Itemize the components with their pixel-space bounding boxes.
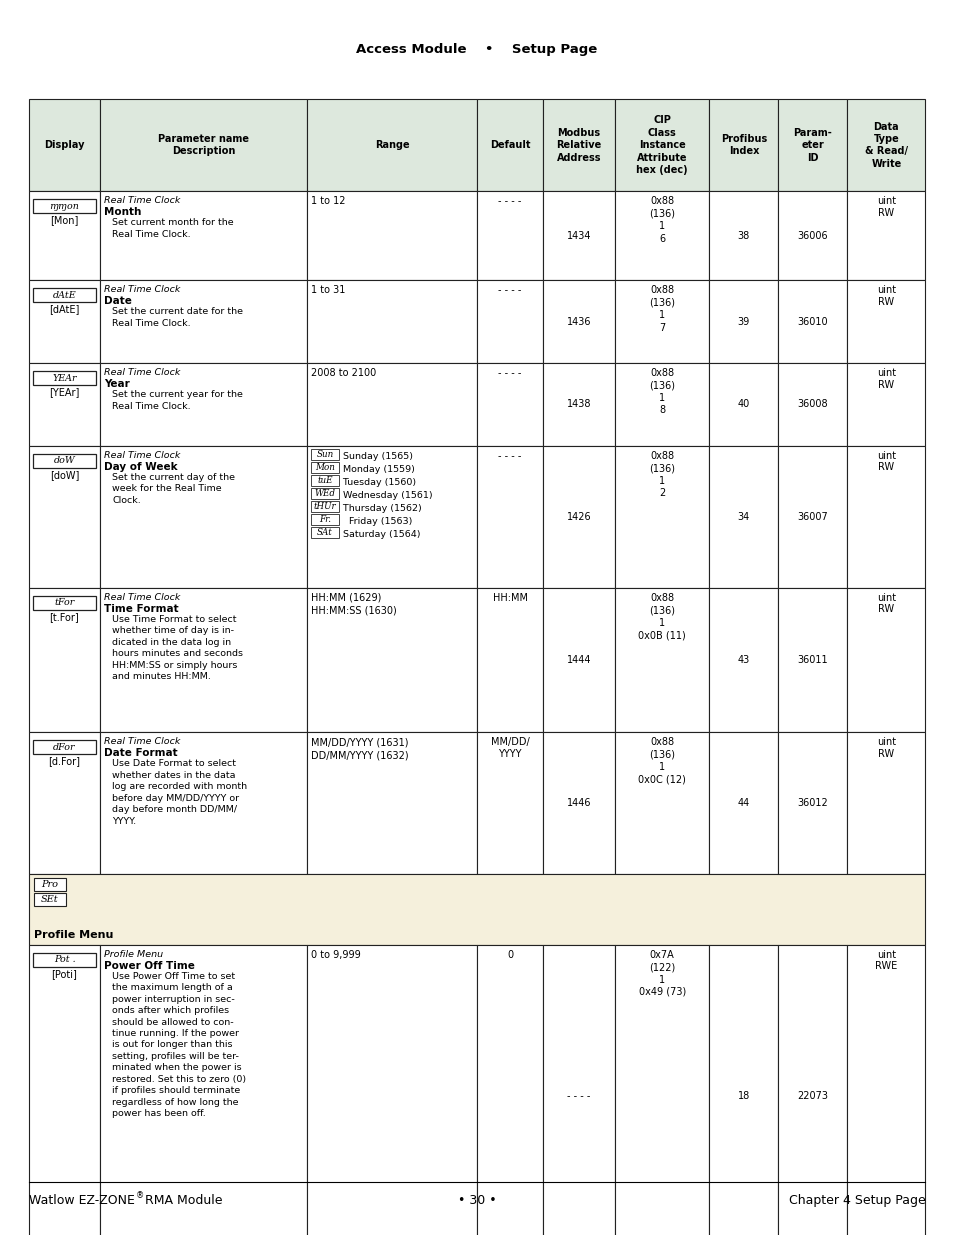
Text: [YEAr]: [YEAr] (50, 387, 79, 398)
Text: 0x88
(136)
1
7: 0x88 (136) 1 7 (648, 285, 675, 332)
Bar (307, 191, 476, 280)
Bar (778, 945, 846, 1235)
Text: 36006: 36006 (797, 231, 827, 241)
Text: Set the current day of the
week for the Real Time
Clock.: Set the current day of the week for the … (112, 473, 235, 505)
Bar (100, 191, 307, 280)
Text: Set the current year for the
Real Time Clock.: Set the current year for the Real Time C… (112, 390, 243, 410)
Bar (614, 363, 709, 446)
Bar (778, 280, 846, 363)
Text: CIP
Class
Instance
Attribute
hex (dec): CIP Class Instance Attribute hex (dec) (636, 115, 687, 175)
Bar (542, 945, 614, 1235)
Bar (307, 99, 476, 191)
Bar (542, 446, 614, 588)
Text: Use Power Off Time to set
the maximum length of a
power interruption in sec-
ond: Use Power Off Time to set the maximum le… (112, 972, 246, 1118)
Text: Use Date Format to select
whether dates in the data
log are recorded with month
: Use Date Format to select whether dates … (112, 760, 247, 826)
Bar (476, 588, 542, 732)
Bar (32, 370, 96, 385)
Bar (311, 474, 338, 485)
Bar (100, 732, 307, 874)
Text: ®: ® (135, 1191, 144, 1200)
Bar (476, 191, 542, 280)
Text: Use Time Format to select
whether time of day is in-
dicated in the data log in
: Use Time Format to select whether time o… (112, 615, 243, 682)
Text: WEd: WEd (314, 489, 335, 498)
Text: Data
Type
& Read/
Write: Data Type & Read/ Write (864, 121, 907, 169)
Bar (311, 448, 338, 459)
Bar (846, 191, 924, 280)
Text: tFor: tFor (54, 599, 74, 608)
Text: tHUr: tHUr (314, 501, 336, 511)
Bar (100, 588, 307, 732)
Text: 1 to 31: 1 to 31 (311, 285, 345, 295)
Bar (846, 99, 924, 191)
Bar (709, 945, 778, 1235)
Bar (846, 446, 924, 588)
Bar (476, 280, 542, 363)
Text: uint
RW: uint RW (876, 196, 895, 219)
Text: Day of Week: Day of Week (104, 462, 177, 472)
Text: [Poti]: [Poti] (51, 968, 77, 979)
Bar (778, 191, 846, 280)
Text: uint
RW: uint RW (876, 368, 895, 390)
Text: [doW]: [doW] (50, 469, 79, 480)
Bar (32, 740, 96, 755)
Text: dAtE: dAtE (52, 291, 76, 300)
Bar (32, 288, 96, 303)
Bar (778, 588, 846, 732)
Text: 1446: 1446 (566, 798, 591, 809)
Text: Saturday (1564): Saturday (1564) (339, 530, 420, 538)
Bar (614, 99, 709, 191)
Text: 22073: 22073 (797, 1091, 827, 1102)
Bar (100, 363, 307, 446)
Text: - - - -: - - - - (567, 1091, 590, 1102)
Bar (542, 99, 614, 191)
Bar (307, 363, 476, 446)
Text: Profile Menu: Profile Menu (104, 950, 163, 958)
Bar (846, 588, 924, 732)
Text: Year: Year (104, 379, 130, 389)
Bar (476, 945, 542, 1235)
Text: Friday (1563): Friday (1563) (339, 516, 412, 526)
Bar (29, 874, 924, 945)
Bar (709, 191, 778, 280)
Bar (307, 588, 476, 732)
Bar (846, 280, 924, 363)
Text: - - - -: - - - - (497, 368, 521, 378)
Text: 43: 43 (737, 655, 749, 666)
Bar (32, 453, 96, 468)
Text: - - - -: - - - - (497, 285, 521, 295)
Bar (100, 945, 307, 1235)
Bar (476, 363, 542, 446)
Text: Real Time Clock: Real Time Clock (104, 593, 180, 601)
Text: [d.For]: [d.For] (49, 756, 80, 767)
Bar (100, 99, 307, 191)
Text: Watlow EZ-ZONE: Watlow EZ-ZONE (29, 1194, 134, 1207)
Text: Monday (1559): Monday (1559) (339, 464, 415, 474)
Text: [Mon]: [Mon] (51, 215, 78, 226)
Text: 36011: 36011 (797, 655, 827, 666)
Bar (709, 363, 778, 446)
Text: 1436: 1436 (566, 316, 591, 327)
Text: 36012: 36012 (797, 798, 827, 809)
Text: uint
RW: uint RW (876, 593, 895, 615)
Text: 38: 38 (737, 231, 749, 241)
Text: Default: Default (489, 140, 530, 151)
Bar (476, 99, 542, 191)
Text: 39: 39 (737, 316, 749, 327)
Bar (614, 945, 709, 1235)
Text: Profibus
Index: Profibus Index (720, 133, 766, 157)
Bar (542, 280, 614, 363)
Text: 18: 18 (737, 1091, 749, 1102)
Text: 0x88
(136)
1
8: 0x88 (136) 1 8 (648, 368, 675, 415)
Bar (311, 501, 338, 511)
Text: Range: Range (375, 140, 409, 151)
Text: Pro: Pro (41, 881, 58, 889)
Text: 1444: 1444 (566, 655, 591, 666)
Text: Date: Date (104, 296, 132, 306)
Bar (29, 280, 100, 363)
Bar (709, 99, 778, 191)
Text: Tuesday (1560): Tuesday (1560) (339, 478, 416, 487)
Bar (100, 446, 307, 588)
Text: 0 to 9,999: 0 to 9,999 (311, 950, 360, 960)
Bar (29, 732, 100, 874)
Text: Chapter 4 Setup Page: Chapter 4 Setup Page (788, 1194, 924, 1207)
